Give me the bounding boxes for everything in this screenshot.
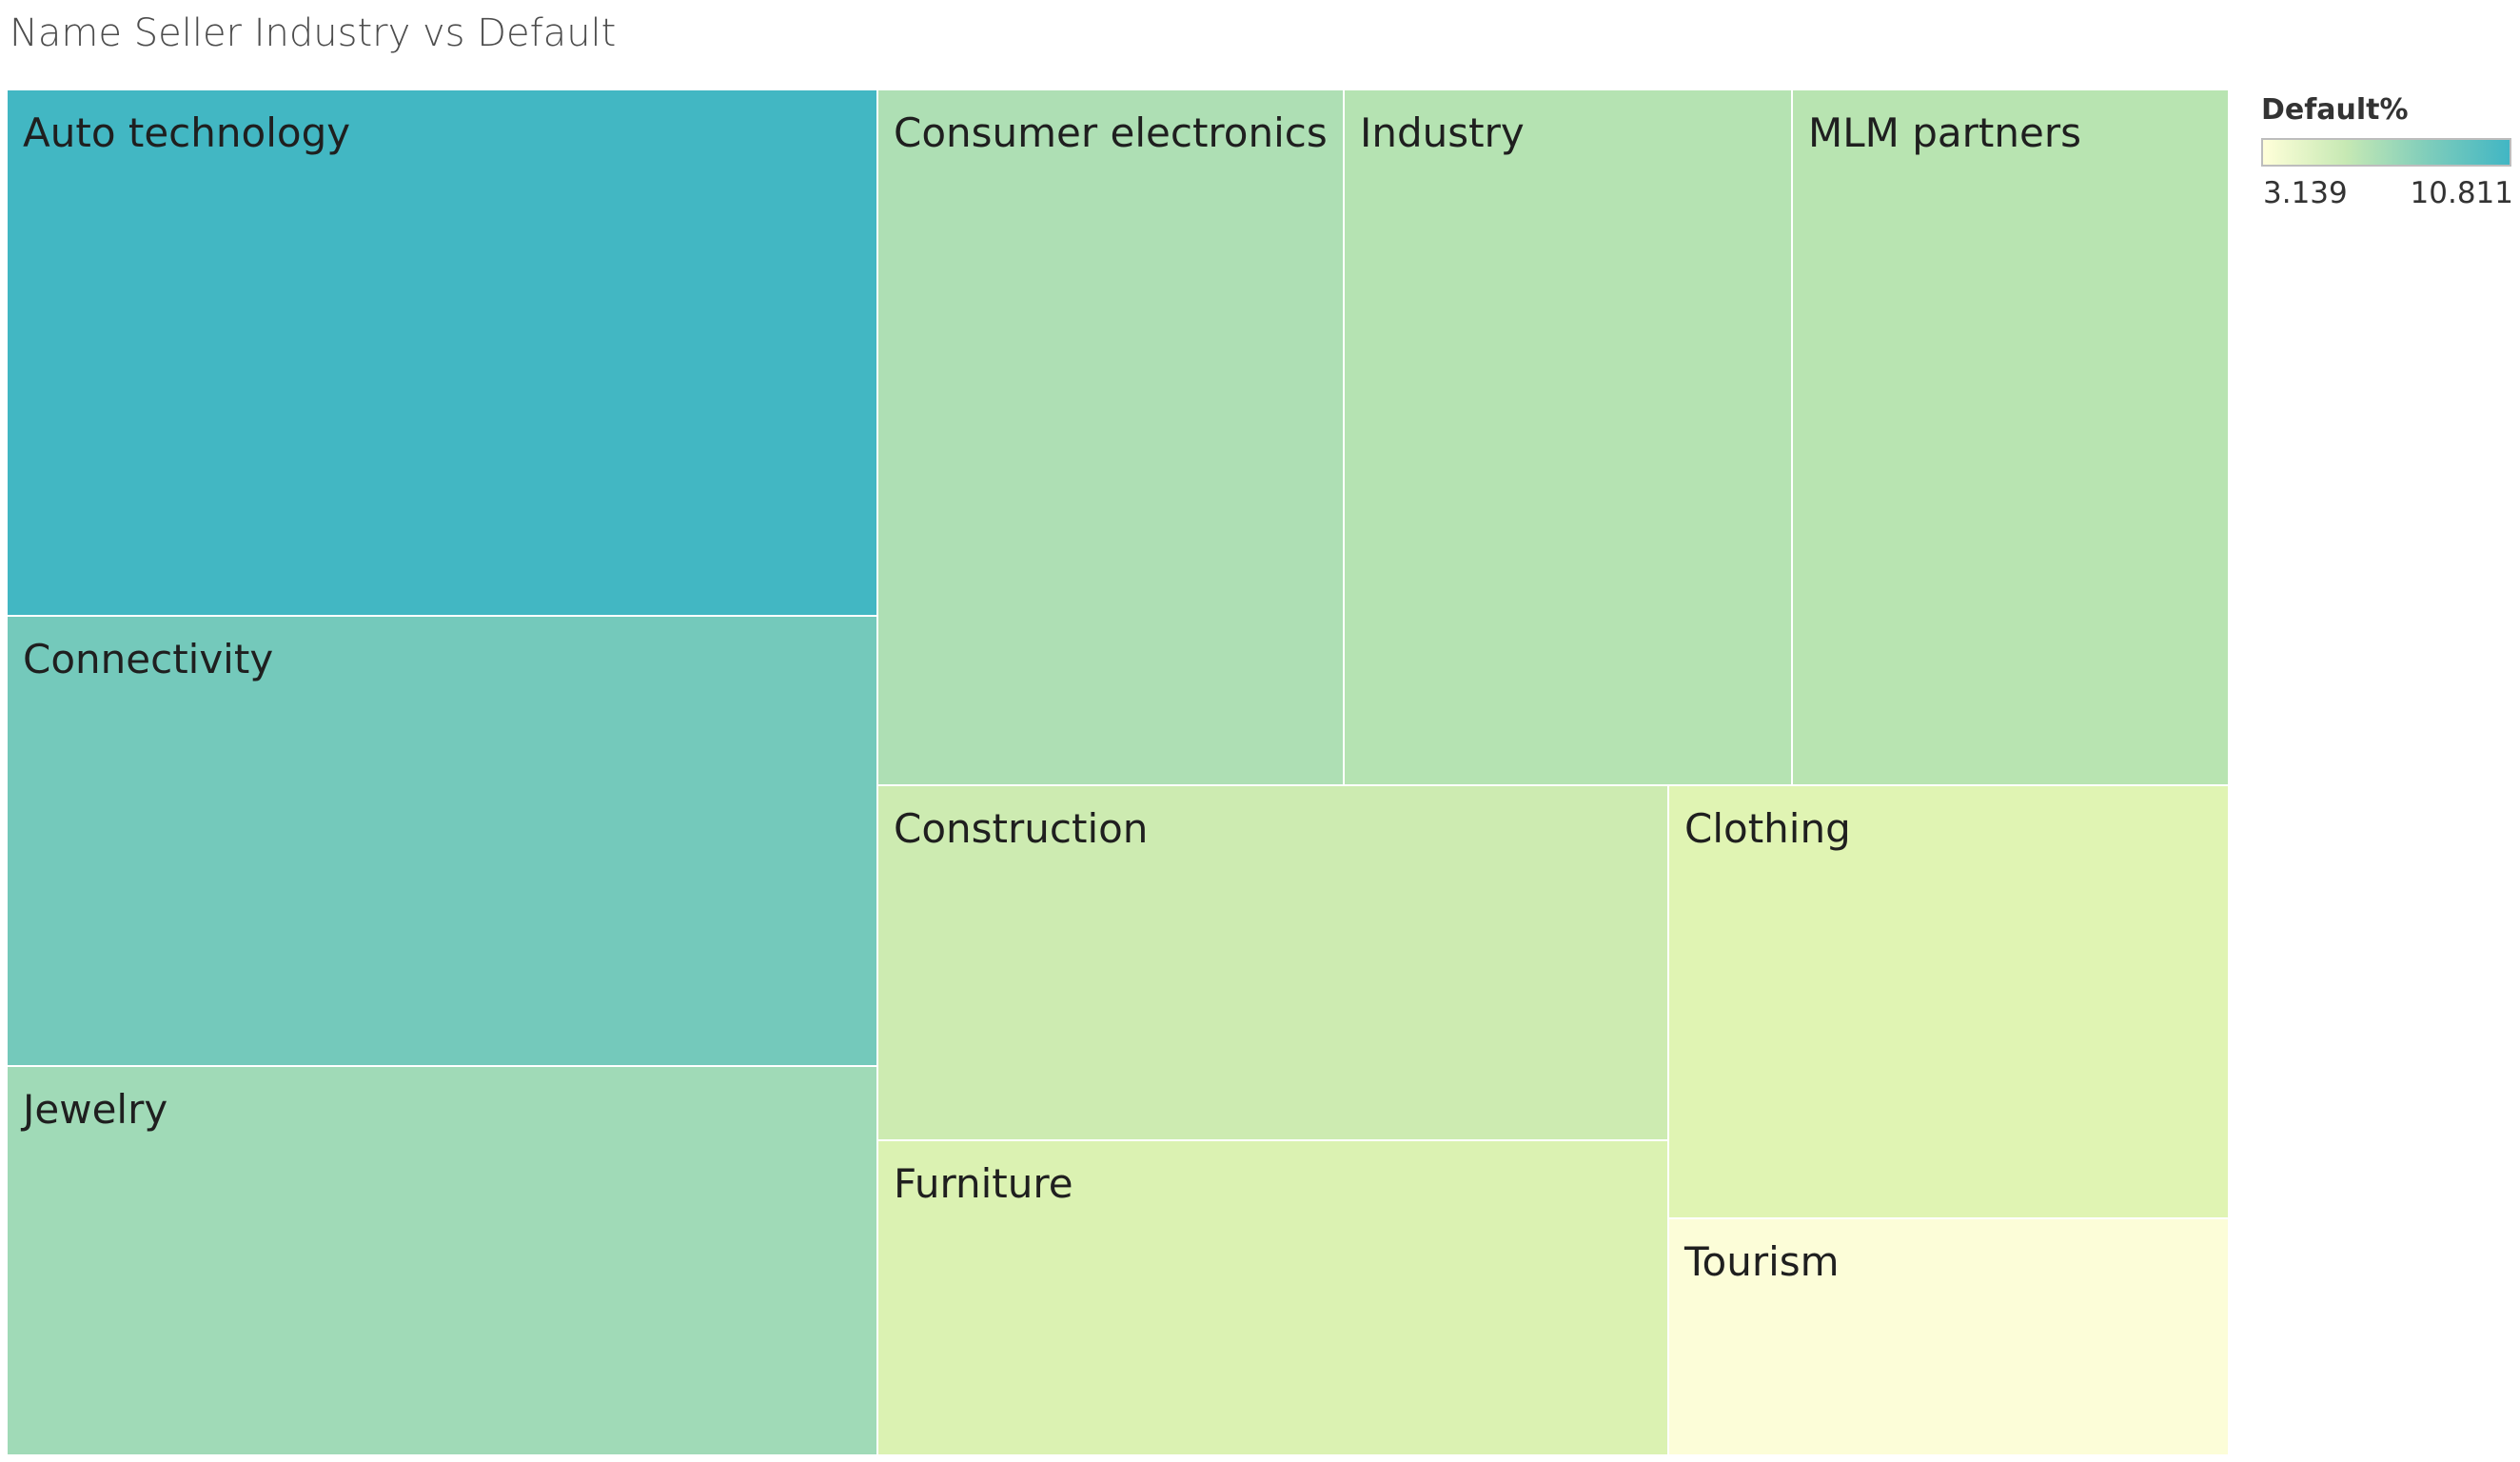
tile-mlm-partners[interactable]: MLM partners xyxy=(1793,90,2230,786)
tile-label: Construction xyxy=(894,805,1149,852)
chart-title: Name Seller Industry vs Default xyxy=(10,11,617,55)
legend-title: Default% xyxy=(2261,93,2409,127)
legend-ticks: 3.139 10.811 xyxy=(2261,176,2513,214)
color-legend: Default% 3.139 10.811 xyxy=(2261,93,2513,214)
tile-label: Tourism xyxy=(1684,1238,1840,1285)
tile-industry[interactable]: Industry xyxy=(1345,90,1793,786)
tile-label: Auto technology xyxy=(23,109,351,156)
legend-max-label: 10.811 xyxy=(2410,176,2513,210)
tile-consumer-electronics[interactable]: Consumer electronics xyxy=(878,90,1345,786)
legend-gradient-bar xyxy=(2261,138,2511,167)
tile-construction[interactable]: Construction xyxy=(878,786,1669,1141)
tile-tourism[interactable]: Tourism xyxy=(1669,1219,2230,1456)
tile-label: MLM partners xyxy=(1808,109,2081,156)
tile-label: Consumer electronics xyxy=(894,109,1328,156)
tile-label: Industry xyxy=(1360,109,1525,156)
tile-label: Connectivity xyxy=(23,636,274,682)
tile-furniture[interactable]: Furniture xyxy=(878,1141,1669,1456)
treemap: Auto technology Connectivity Jewelry Con… xyxy=(8,90,2230,1456)
tile-connectivity[interactable]: Connectivity xyxy=(8,617,878,1067)
legend-min-label: 3.139 xyxy=(2263,176,2348,210)
tile-jewelry[interactable]: Jewelry xyxy=(8,1067,878,1456)
tile-label: Clothing xyxy=(1684,805,1851,852)
tile-label: Jewelry xyxy=(23,1086,168,1133)
tile-auto-technology[interactable]: Auto technology xyxy=(8,90,878,617)
tile-clothing[interactable]: Clothing xyxy=(1669,786,2230,1219)
tile-label: Furniture xyxy=(894,1160,1073,1207)
